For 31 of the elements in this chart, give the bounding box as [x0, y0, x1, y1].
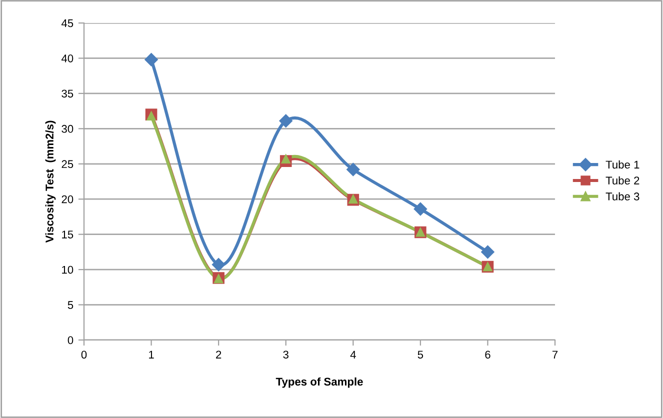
legend-label: Tube 1 [606, 160, 640, 169]
y-tick-label: 0 [68, 336, 74, 344]
point [279, 114, 292, 128]
x-tick-label: 0 [81, 350, 87, 359]
x-tick-label: 7 [552, 350, 558, 358]
legend-label: Tube 3 [606, 192, 640, 200]
y-tick-label: 15 [62, 230, 74, 238]
point [481, 245, 494, 259]
y-tick-label: 30 [62, 124, 74, 133]
y-axis-title: Viscosity Test (mm2/s) [45, 120, 56, 243]
x-tick-label: 1 [149, 350, 154, 358]
y-tick-label: 25 [62, 160, 74, 168]
y-tick-label: 45 [61, 19, 74, 28]
point [212, 258, 226, 272]
y-tick-label: 10 [62, 266, 74, 274]
point [146, 111, 156, 120]
y-tick-label: 40 [61, 54, 74, 62]
point [346, 162, 360, 176]
point [414, 202, 428, 216]
point [144, 53, 158, 66]
y-tick-label: 35 [62, 90, 74, 98]
x-tick-label: 6 [485, 350, 490, 359]
y-tick-label: 20 [62, 195, 74, 204]
x-tick-label: 3 [283, 350, 288, 359]
point [281, 154, 290, 164]
x-axis-title: Types of Sample [276, 377, 363, 388]
x-tick-label: 5 [418, 350, 424, 359]
legend-label: Tube 2 [606, 176, 640, 184]
y-tick-label: 5 [68, 301, 74, 309]
x-tick-label: 2 [216, 350, 222, 358]
x-tick-label: 4 [350, 350, 356, 358]
